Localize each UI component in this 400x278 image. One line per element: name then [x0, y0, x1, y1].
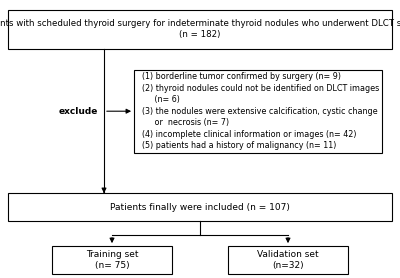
Text: (1) borderline tumor confirmed by surgery (n= 9)
(2) thyroid nodules could not b: (1) borderline tumor confirmed by surger…	[142, 72, 379, 150]
FancyBboxPatch shape	[52, 246, 172, 274]
FancyBboxPatch shape	[228, 246, 348, 274]
Text: Patients finally were included (n = 107): Patients finally were included (n = 107)	[110, 203, 290, 212]
FancyBboxPatch shape	[134, 70, 382, 153]
Text: Validation set
(n=32): Validation set (n=32)	[257, 250, 319, 270]
Text: exclude: exclude	[58, 107, 98, 116]
Text: Patients with scheduled thyroid surgery for indeterminate thyroid nodules who un: Patients with scheduled thyroid surgery …	[0, 19, 400, 39]
FancyBboxPatch shape	[8, 10, 392, 49]
FancyBboxPatch shape	[8, 193, 392, 221]
Text: Training set
(n= 75): Training set (n= 75)	[86, 250, 138, 270]
